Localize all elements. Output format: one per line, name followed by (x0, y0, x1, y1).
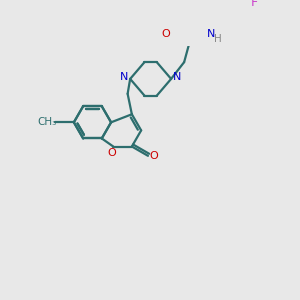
Text: N: N (120, 72, 128, 82)
Text: N: N (173, 72, 181, 82)
Text: H: H (214, 34, 222, 44)
Text: N: N (207, 29, 216, 39)
Text: F: F (251, 0, 258, 9)
Text: O: O (162, 29, 171, 39)
Text: CH₃: CH₃ (37, 117, 56, 127)
Text: O: O (107, 148, 116, 158)
Text: O: O (149, 151, 158, 161)
